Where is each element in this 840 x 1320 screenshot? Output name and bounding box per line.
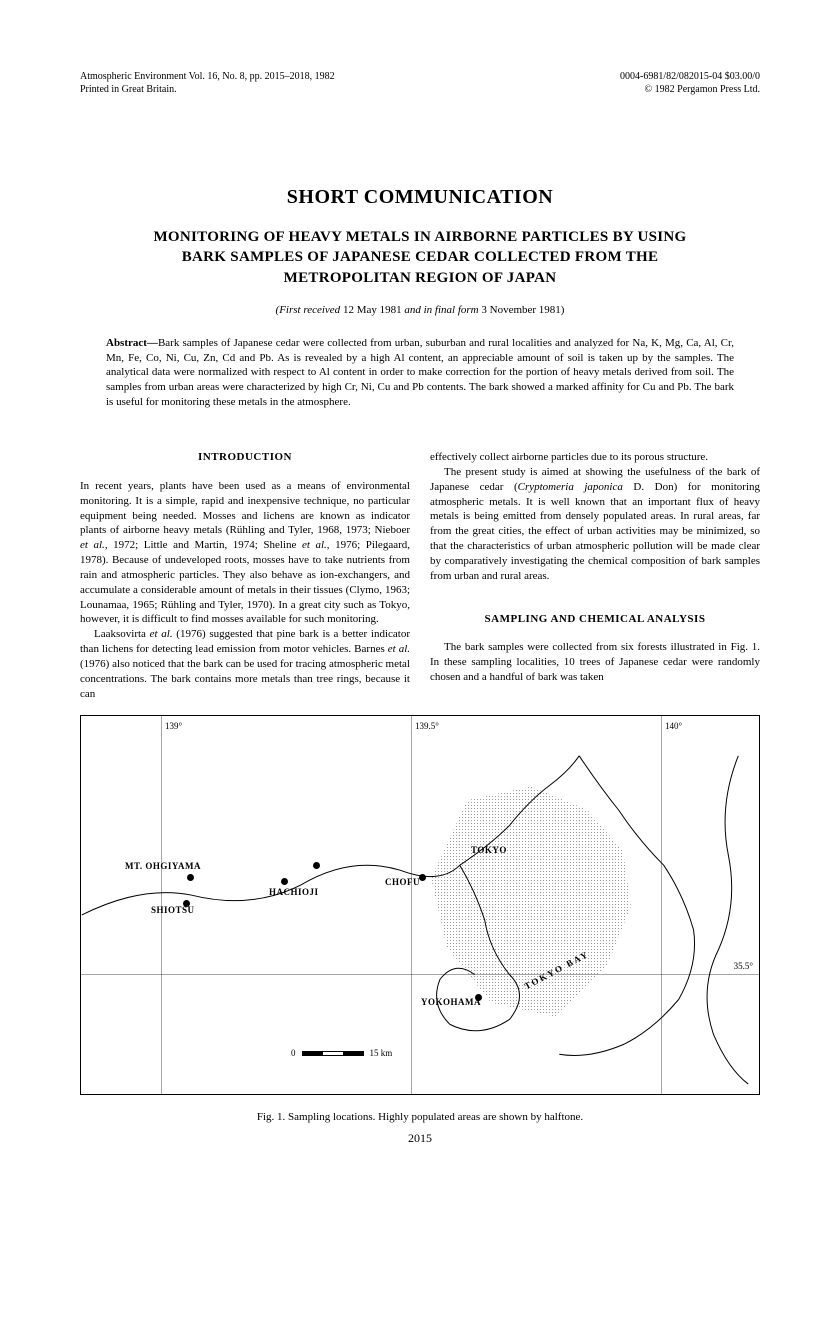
copyright: © 1982 Pergamon Press Ltd. (620, 83, 760, 96)
scale-bar: 0 15 km (291, 1048, 392, 1058)
page-number: 2015 (80, 1131, 760, 1146)
abstract: Abstract—Bark samples of Japanese cedar … (106, 336, 734, 410)
location-label: HACHIOJI (269, 888, 319, 897)
section-type: SHORT COMMUNICATION (80, 186, 760, 209)
figure-1-caption: Fig. 1. Sampling locations. Highly popul… (80, 1111, 760, 1123)
location-label: YOKOHAMA (421, 998, 481, 1007)
longitude-gridline (661, 716, 662, 1094)
intro-para-3: The present study is aimed at showing th… (430, 465, 760, 584)
received-dates: (First received 12 May 1981 and in final… (80, 304, 760, 316)
longitude-label: 140° (665, 722, 682, 731)
intro-para-1: In recent years, plants have been used a… (80, 479, 410, 627)
intro-para-2-cont: effectively collect airborne particles d… (430, 450, 760, 465)
latitude-label: 35.5° (734, 962, 753, 971)
figure-1-map: 0 15 km 139° 139.5° 140° 35.5° MT. OHGIYAMA S… (80, 715, 760, 1095)
sampling-para-1: The bark samples were collected from six… (430, 640, 760, 685)
intro-heading: INTRODUCTION (80, 450, 410, 465)
printed-in: Printed in Great Britain. (80, 83, 335, 96)
issn: 0004-6981/82/082015-04 $03.00/0 (620, 70, 760, 83)
longitude-label: 139.5° (415, 722, 439, 731)
longitude-label: 139° (165, 722, 182, 731)
intro-para-2: Laaksovirta et al. (1976) suggested that… (80, 627, 410, 701)
location-label: MT. OHGIYAMA (125, 862, 201, 871)
longitude-gridline (411, 716, 412, 1094)
sampling-heading: SAMPLING AND CHEMICAL ANALYSIS (430, 612, 760, 627)
location-label: TOKYO (471, 846, 507, 855)
article-title: MONITORING OF HEAVY METALS IN AIRBORNE P… (130, 227, 710, 288)
location-label: SHIOTSU (151, 906, 195, 915)
journal-ref: Atmospheric Environment Vol. 16, No. 8, … (80, 70, 335, 83)
location-label: CHOFU (385, 878, 420, 887)
latitude-gridline (81, 974, 759, 975)
